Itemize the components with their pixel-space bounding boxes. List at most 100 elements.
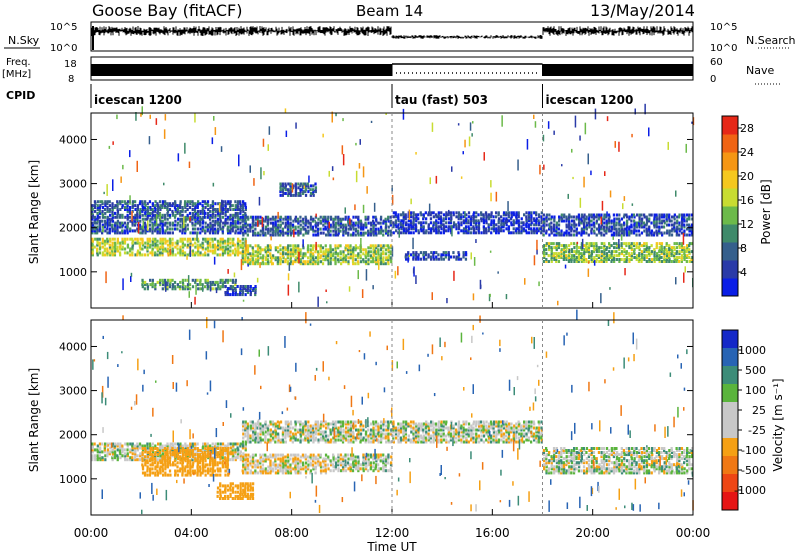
data-cell [166,243,170,247]
data-cell [219,453,222,457]
data-cell [219,225,222,229]
data-cell [530,227,533,231]
data-cell [148,239,152,243]
data-cell [116,204,119,208]
data-cell [354,223,357,227]
data-cell [128,229,132,233]
data-cell [158,253,161,257]
data-cell [625,258,628,261]
data-cell [304,262,307,266]
data-cell [227,202,230,206]
data-cell [106,241,109,245]
data-cell [432,229,436,233]
data-cell [99,245,102,249]
data-cell [206,247,210,251]
data-cell [309,262,312,266]
scatter-echo [163,182,165,186]
data-cell [221,484,225,488]
data-cell [690,260,693,263]
data-cell [168,202,172,206]
data-cell [429,229,433,233]
data-cell [452,213,455,217]
data-cell [91,450,94,454]
data-cell [249,244,252,248]
data-cell [101,209,104,213]
data-cell [322,219,325,223]
data-cell [292,193,295,197]
data-cell [640,219,644,223]
data-cell [352,254,355,258]
data-cell [184,225,187,229]
data-cell [284,248,287,252]
data-cell [424,253,428,257]
scatter-echo [685,143,687,153]
data-cell [324,258,327,262]
data-cell [164,453,167,457]
data-cell [204,202,207,206]
data-cell [141,237,144,241]
data-cell [432,225,435,229]
data-cell [676,215,679,219]
data-cell [573,242,576,246]
scatter-echo [106,219,109,229]
data-cell [154,237,157,241]
scatter-echo [391,194,394,205]
data-cell [289,215,292,219]
data-cell [638,254,641,258]
data-cell [312,254,315,258]
scatter-echo [358,163,361,169]
data-cell [352,256,355,260]
data-cell [332,233,335,237]
data-cell [181,227,185,231]
data-cell [412,227,415,231]
data-cell [420,229,423,233]
data-cell [392,225,395,229]
scatter-echo [488,294,491,302]
data-cell [329,246,332,250]
data-cell [394,211,397,215]
data-cell [666,231,669,235]
scatter-echo [249,165,251,173]
data-cell [206,200,210,204]
data-cell [691,256,694,259]
data-cell [151,455,154,459]
data-cell [670,260,673,263]
data-cell [563,256,566,259]
data-cell [169,245,172,249]
data-cell [91,213,94,217]
data-cell [623,213,626,217]
data-cell [663,221,666,225]
data-cell [206,463,209,467]
data-cell [242,217,245,221]
data-cell [311,227,314,231]
data-cell [660,215,664,219]
data-cell [610,260,613,263]
data-cell [241,293,244,297]
data-cell [671,250,674,254]
data-cell [106,442,109,446]
data-cell [257,262,260,266]
data-cell [656,256,659,259]
data-cell [317,231,320,235]
data-cell [209,457,212,461]
data-cell [582,260,585,263]
data-cell [690,227,693,231]
data-cell [114,221,117,225]
data-cell [239,285,242,288]
data-cell [256,461,259,465]
data-cell [267,457,270,461]
data-cell [241,469,244,473]
data-cell [244,287,247,290]
data-cell [221,237,224,241]
data-cell [568,221,571,225]
data-cell [221,251,225,255]
data-cell [194,241,197,245]
data-cell [377,252,380,256]
data-cell [608,254,611,258]
data-cell [227,241,230,245]
data-cell [111,450,114,454]
data-cell [655,254,659,258]
data-cell [306,246,310,250]
scatter-echo [267,144,269,151]
scatter-echo [188,161,191,168]
